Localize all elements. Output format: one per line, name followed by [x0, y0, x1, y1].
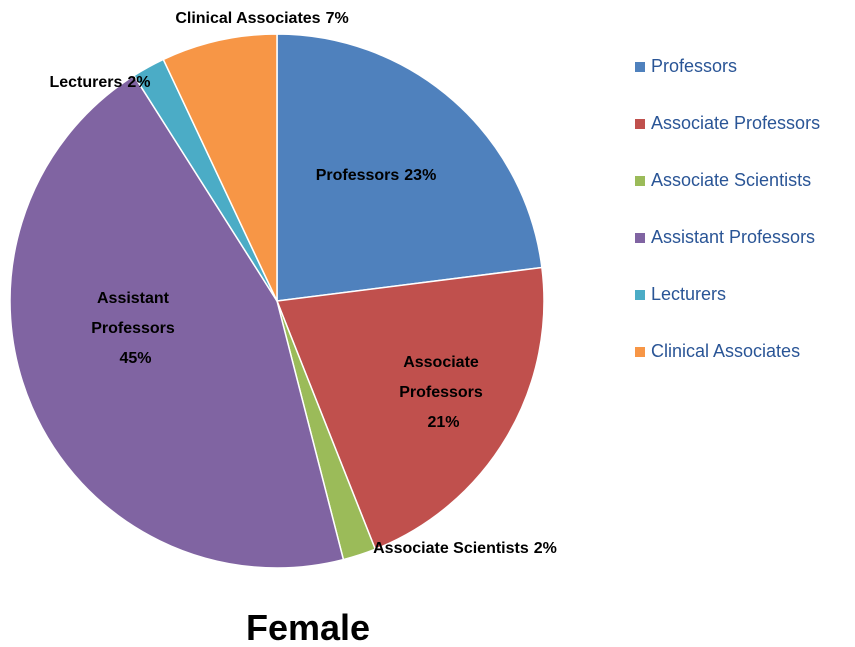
pie-slice [275, 266, 545, 551]
data-label-category: Assistant Professors [91, 290, 175, 337]
legend-swatch [635, 233, 645, 243]
data-label: Associate Scientists 2% [365, 534, 565, 564]
pie-slice [9, 74, 345, 569]
data-label-value: 2% [127, 74, 151, 91]
legend-swatch [635, 176, 645, 186]
chart-title: Female [246, 607, 370, 647]
pie-slice [276, 33, 543, 302]
legend-label: Associate Professors [651, 113, 820, 133]
data-label-category: Lecturers [49, 74, 123, 91]
data-label: Associate Professors 21% [381, 348, 501, 438]
pie-slice [162, 33, 278, 302]
data-label-category: Professors [315, 167, 400, 184]
legend-label: Associate Scientists [651, 170, 811, 190]
data-label-value: 21% [427, 414, 460, 431]
data-label: Clinical Associates 7% [167, 4, 357, 34]
data-label-value: 23% [404, 167, 437, 184]
legend-label: Assistant Professors [651, 227, 815, 247]
legend-label: Professors [651, 56, 737, 76]
legend-label: Clinical Associates [651, 341, 800, 361]
legend-swatch [635, 119, 645, 129]
legend-swatch [635, 347, 645, 357]
data-label: Professors 23% [276, 161, 476, 191]
legend-swatch [635, 290, 645, 300]
data-label-category: Clinical Associates [175, 10, 321, 27]
data-label-value: 2% [533, 540, 557, 557]
data-label-category: Associate Professors [399, 354, 483, 401]
data-label-value: 7% [325, 10, 349, 27]
legend-swatch [635, 62, 645, 72]
legend-label: Lecturers [651, 284, 726, 304]
data-label-category: Associate Scientists [373, 540, 529, 557]
data-label-value: 45% [119, 350, 152, 367]
data-label: Assistant Professors 45% [73, 284, 193, 374]
data-label: Lecturers 2% [20, 68, 180, 98]
